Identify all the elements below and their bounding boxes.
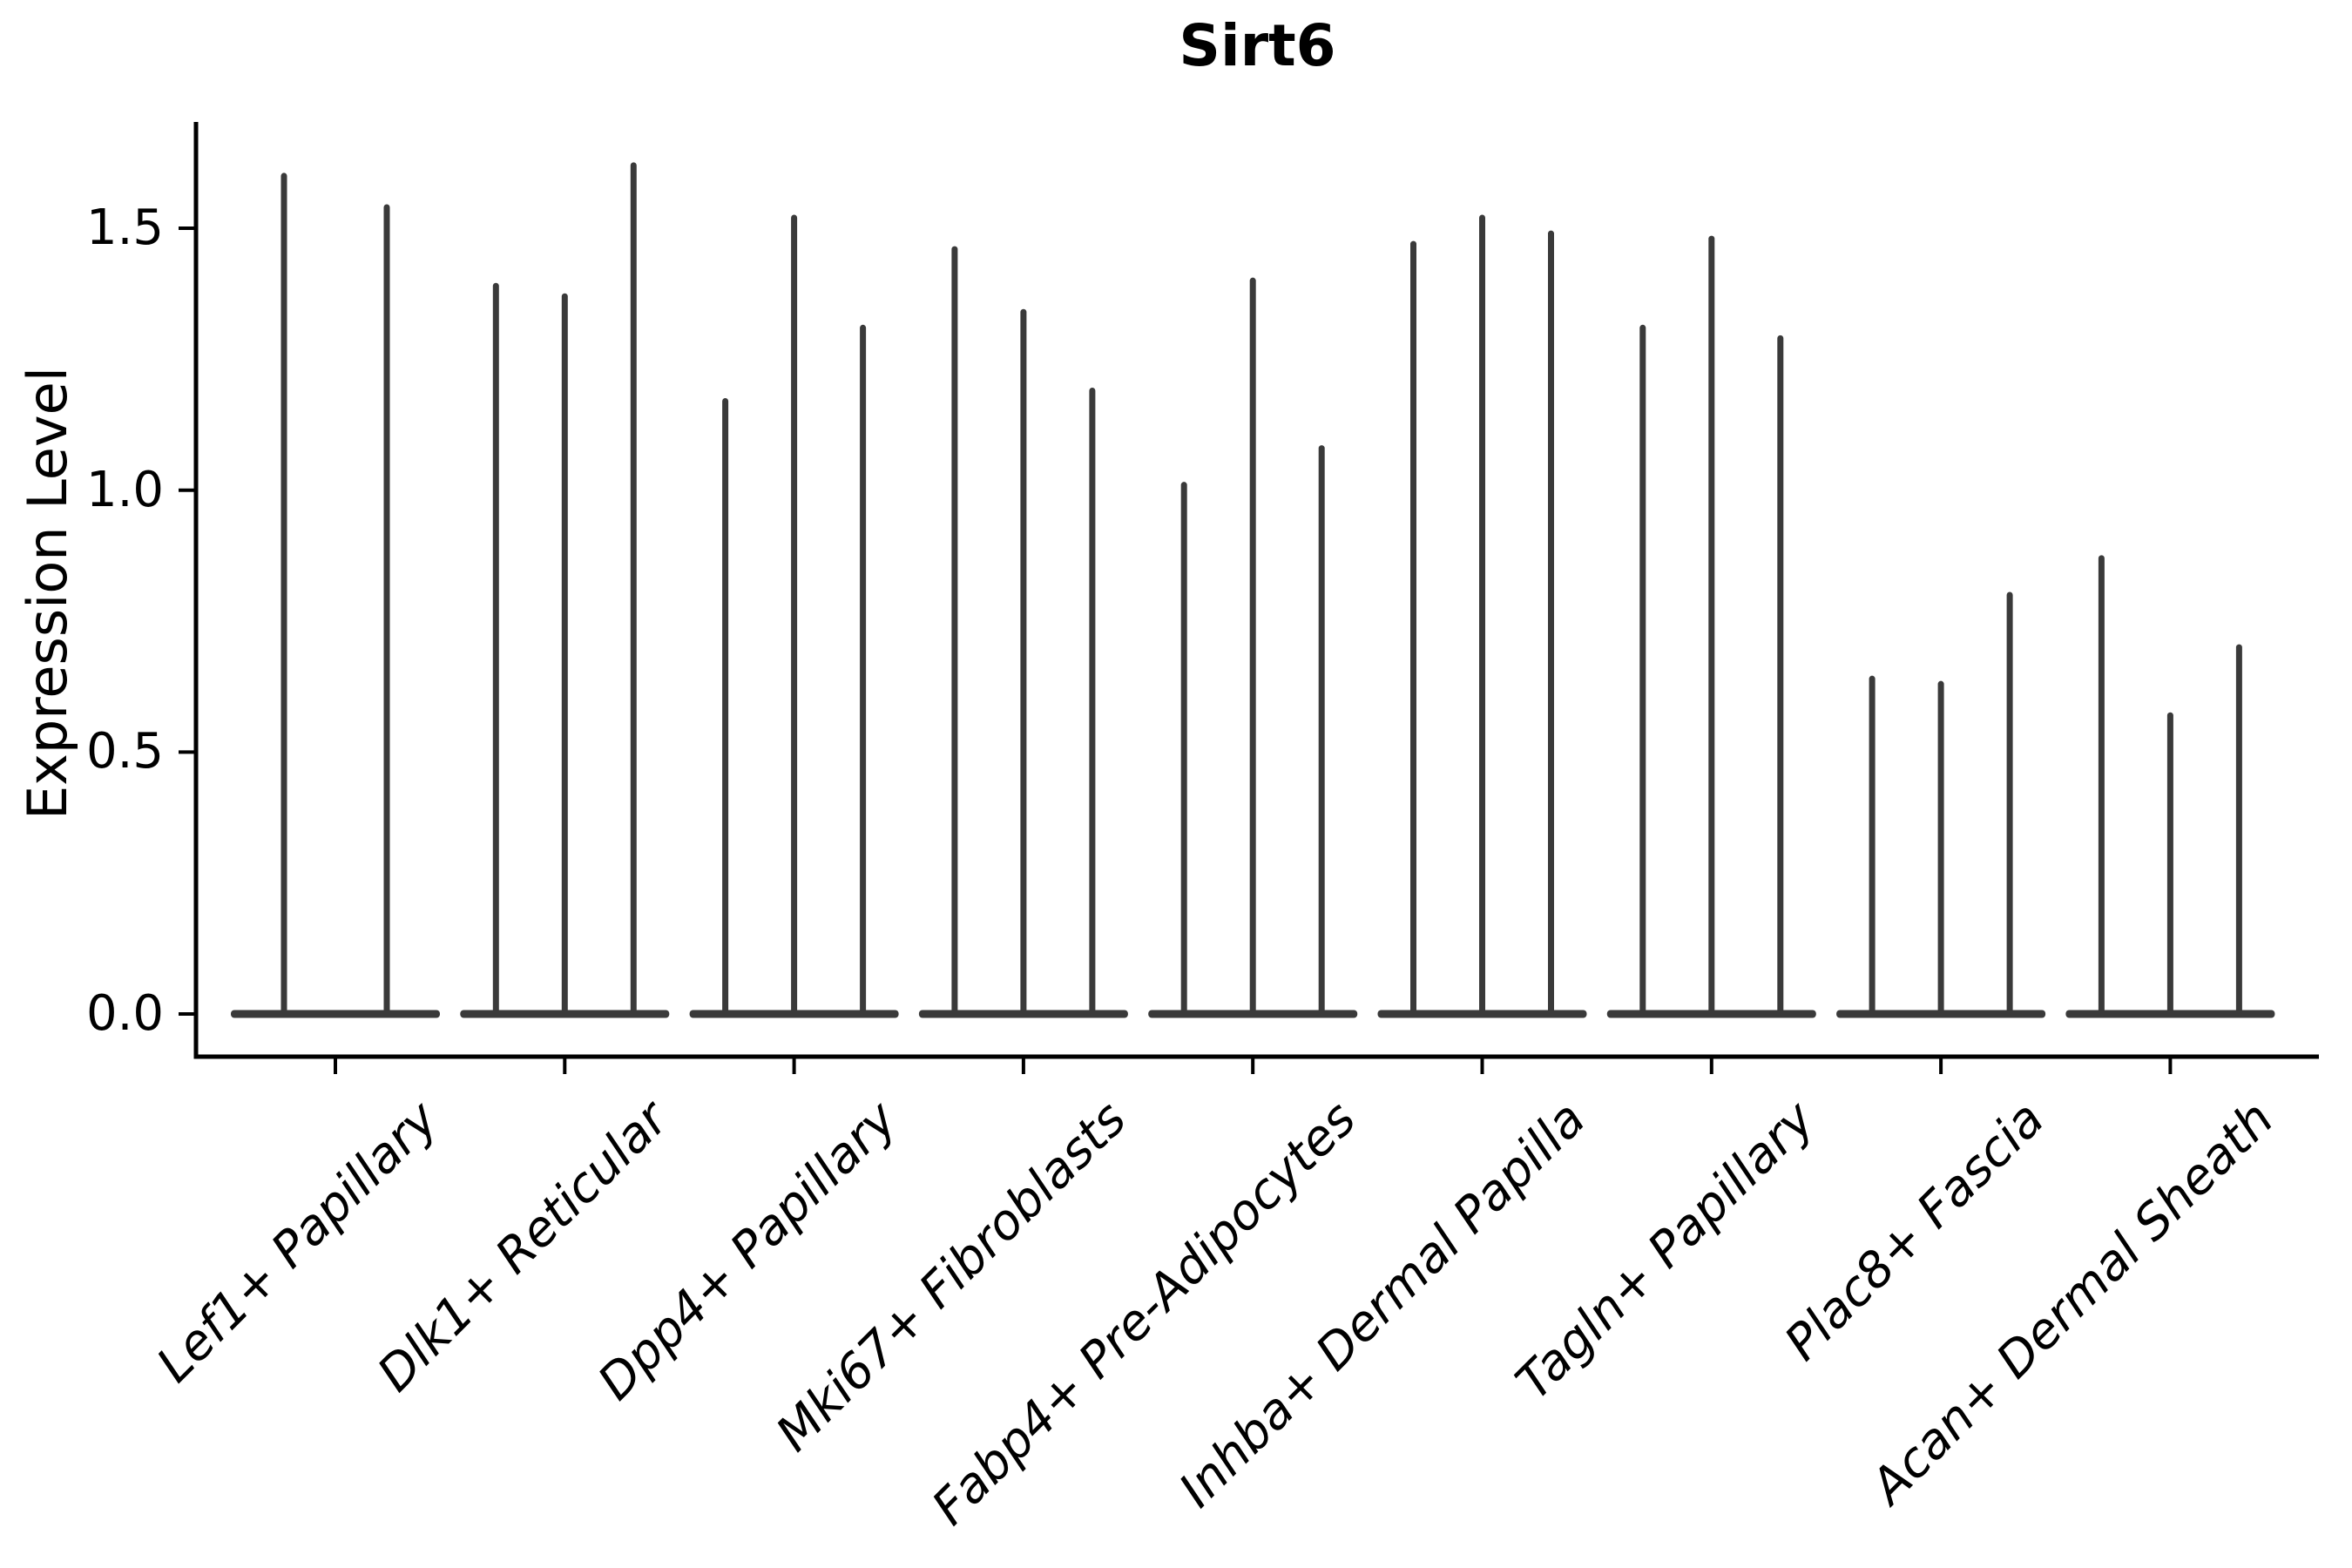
- y-tick-label: 1.0: [85, 461, 164, 518]
- y-tick-label: 1.5: [85, 199, 164, 257]
- violin-base: [231, 1010, 440, 1018]
- y-tick-label: 0.0: [85, 985, 164, 1042]
- y-tick-label: 0.5: [85, 723, 164, 781]
- chart-title: Sirt6: [1179, 12, 1336, 79]
